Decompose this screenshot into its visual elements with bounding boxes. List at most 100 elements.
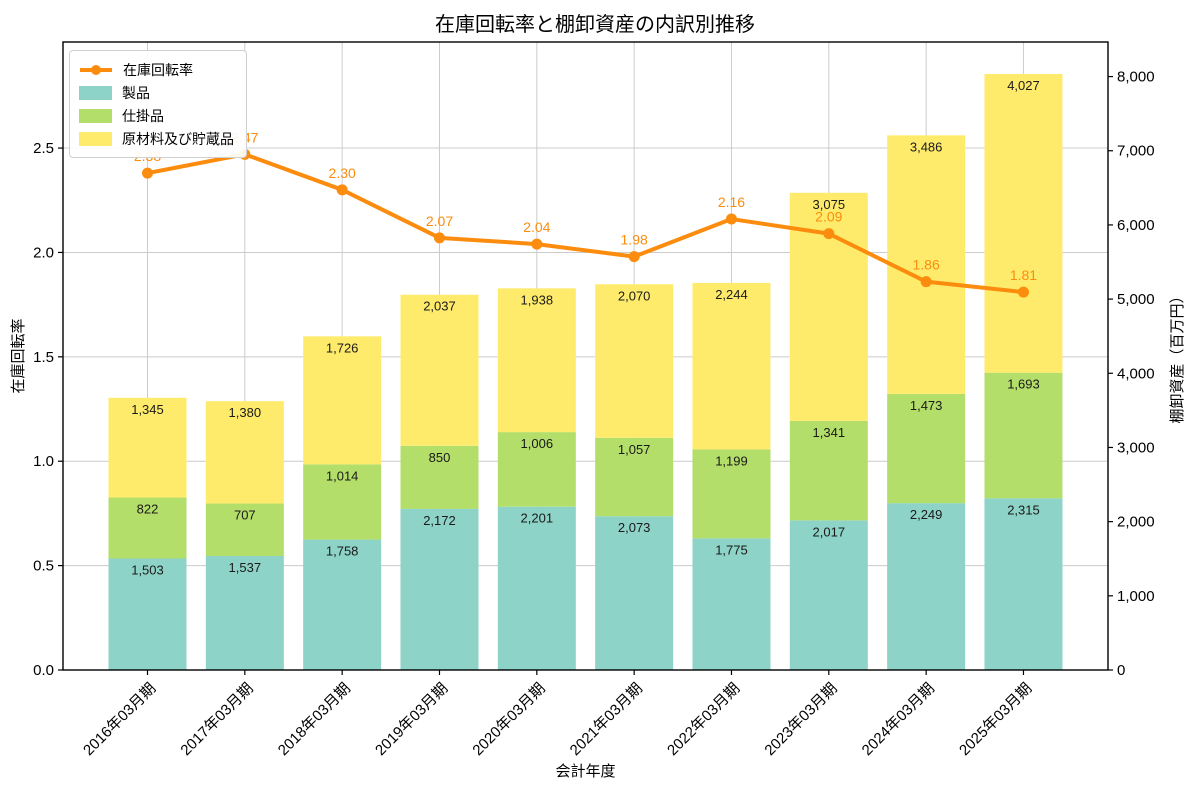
bar-value-label: 2,244 [715,287,748,302]
line-value-label: 2.07 [426,213,453,229]
bar-value-label: 1,057 [618,442,651,457]
bar-segment [984,498,1063,670]
bar-value-label: 707 [234,508,256,523]
legend-label: 製品 [122,84,150,101]
bar-segment [205,401,284,504]
legend-color-patch [79,131,112,146]
left-axis-tick-label: 0.0 [33,662,54,679]
bar-segment [497,432,576,507]
bar-segment [400,508,479,670]
legend-color-patch [79,108,112,123]
bar-segment [303,539,382,670]
bar-segment [887,503,966,670]
bar-value-label: 1,758 [326,544,359,559]
line-marker [142,167,153,179]
bar-segment [692,538,771,670]
legend-label: 在庫回転率 [123,61,193,78]
right-axis-tick-label: 5,000 [1117,291,1155,308]
line-value-label: 2.30 [329,165,356,181]
right-axis-tick-label: 7,000 [1117,143,1155,160]
bar-segment [497,288,576,433]
legend-line-sample [80,64,112,75]
bar-value-label: 3,075 [813,197,846,212]
line-marker [433,232,445,244]
bar-value-label: 1,380 [229,405,262,420]
left-axis-tick-label: 2.0 [33,244,54,261]
line-value-label: 1.81 [1010,267,1037,283]
bar-segment [303,464,382,540]
bar-segment [692,282,771,450]
bar-segment [205,503,284,556]
right-axis-tick-label: 6,000 [1117,217,1155,234]
line-value-label: 2.09 [815,209,842,225]
line-value-label: 1.98 [621,232,648,248]
bar-segment [497,506,576,670]
y-axis-title-right: 棚卸資産（百万円） [1169,288,1186,424]
line-marker [725,213,737,225]
x-axis-tick-label: 2022年03月期 [664,680,743,759]
line-value-label: 2.04 [523,219,550,235]
turnover-line [147,152,1024,295]
bar-segment [108,497,187,559]
bar-segment [984,73,1063,373]
bar-value-label: 2,249 [910,507,943,522]
left-axis-tick-label: 2.5 [33,140,54,157]
legend-item-series: 製品 [79,81,234,104]
bar-value-label: 1,345 [131,402,164,417]
bar-segment [789,520,868,670]
bar-segment [595,437,674,517]
line-value-label: 2.16 [718,194,745,210]
legend-label: 原材料及び貯蔵品 [122,130,234,147]
bar-value-label: 1,199 [715,453,748,468]
bar-segment [789,192,868,421]
bar-value-label: 1,014 [326,468,359,483]
x-axis-tick-label: 2018年03月期 [275,680,354,759]
bar-segment [205,555,284,670]
bar-segment [692,449,771,539]
bar-segment [108,397,187,498]
line-marker [531,238,543,250]
right-axis-tick-label: 1,000 [1117,588,1155,605]
line-marker [823,228,835,240]
bar-segment [887,135,966,394]
legend: 在庫回転率 製品 仕掛品 原材料及び貯蔵品 [69,50,247,158]
bar-segment [303,336,382,465]
bar-segment [887,393,966,504]
bar-value-label: 2,017 [813,524,846,539]
left-axis-tick-label: 0.5 [33,558,54,575]
bar-value-label: 2,201 [521,511,554,526]
bar-value-label: 2,172 [423,513,456,528]
right-axis-tick-label: 8,000 [1117,69,1155,86]
bar-value-label: 1,693 [1007,377,1040,392]
legend-item-series: 原材料及び貯蔵品 [79,127,234,150]
bar-segment [595,516,674,670]
line-marker [1017,286,1029,298]
bar-value-label: 2,073 [618,520,651,535]
x-axis-tick-label: 2024年03月期 [859,680,938,759]
left-axis-tick-label: 1.0 [33,453,54,470]
bar-value-label: 2,070 [618,288,651,303]
line-marker [336,184,348,196]
bar-value-label: 4,027 [1007,78,1040,93]
bar-segment [789,420,868,521]
x-axis-tick-label: 2016年03月期 [80,680,159,759]
left-axis-tick-label: 1.5 [33,349,54,366]
bar-value-label: 1,537 [229,560,262,575]
x-axis-tick-label: 2017年03月期 [177,680,256,759]
right-axis-tick-label: 4,000 [1117,365,1155,382]
x-axis-tick-label: 2019年03月期 [372,680,451,759]
bar-segment [400,294,479,446]
bar-segment [595,284,674,438]
x-axis-tick-label: 2023年03月期 [761,680,840,759]
chart-title: 在庫回転率と棚卸資産の内訳別推移 [435,14,755,36]
bar-segment [108,558,187,670]
bar-segment [984,372,1063,499]
bar-value-label: 2,315 [1007,502,1040,517]
bar-value-label: 3,486 [910,139,943,154]
bar-value-label: 1,341 [813,425,846,440]
right-axis-tick-label: 2,000 [1117,514,1155,531]
bar-value-label: 1,775 [715,542,748,557]
bar-segment [400,445,479,509]
